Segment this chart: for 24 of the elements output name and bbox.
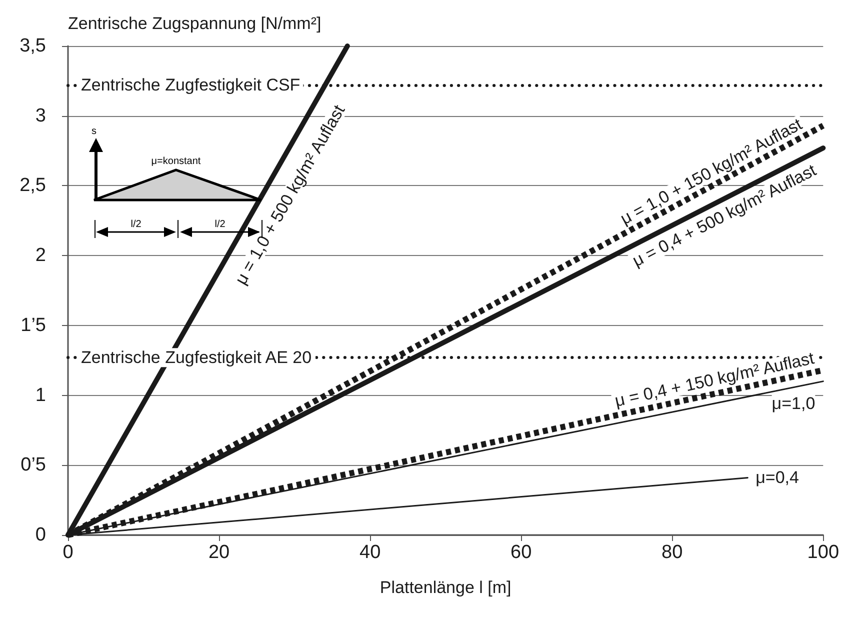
x-axis-title: Plattenlänge l [m] — [380, 578, 512, 597]
y-tick-label: 2 — [35, 245, 46, 266]
x-tick-label: 0 — [62, 542, 74, 563]
y-tick-label: 1 — [35, 384, 46, 406]
x-tick-label: 40 — [359, 542, 381, 563]
y-tick-label: 3,5 — [20, 36, 46, 56]
y-tick-label: 3 — [35, 105, 46, 126]
x-tick-label: 60 — [510, 542, 532, 563]
y-tick-label: 2,5 — [20, 175, 46, 196]
y-tick-label: 1’5 — [20, 314, 46, 336]
y-axis-title: Zentrische Zugspannung [N/mm²] — [68, 14, 322, 33]
annotation: μ=konstant — [151, 156, 201, 167]
x-tick-label: 100 — [807, 542, 839, 563]
series-label: μ=1,0 — [772, 394, 816, 413]
annotation: l/2 — [214, 219, 226, 230]
ref-line-label: Zentrische Zugfestigkeit CSF — [81, 76, 300, 95]
y-tick-label: 0’5 — [20, 454, 46, 476]
y-tick-label: 0 — [35, 524, 46, 546]
annotation: s — [92, 126, 96, 137]
series-label: μ=0,4 — [756, 468, 799, 488]
x-tick-label: 20 — [208, 542, 230, 563]
ref-line-label: Zentrische Zugfestigkeit AE 20 — [81, 348, 312, 368]
x-tick-label: 80 — [662, 542, 683, 563]
annotation: l/2 — [130, 219, 142, 230]
